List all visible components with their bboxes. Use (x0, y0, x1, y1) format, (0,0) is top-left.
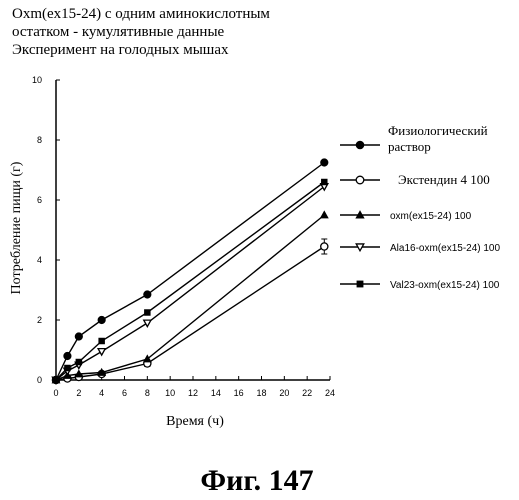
x-tick-label: 18 (256, 388, 266, 398)
data-point (64, 352, 71, 359)
legend-label: oxm(ex15-24) 100 (390, 211, 472, 222)
data-point (53, 377, 59, 383)
series-2 (52, 211, 327, 382)
data-point (76, 359, 82, 365)
y-axis-label: Потребление пищи (г) (9, 161, 24, 294)
legend-marker (356, 141, 364, 149)
data-point (321, 211, 328, 217)
data-point (98, 338, 104, 344)
y-tick-label: 4 (37, 255, 42, 265)
legend-label: Экстендин 4 100 (398, 172, 490, 187)
y-tick-label: 2 (37, 315, 42, 325)
x-tick-label: 4 (99, 388, 104, 398)
y-tick-label: 6 (37, 195, 42, 205)
legend-label: Физиологическийраствор (388, 123, 488, 154)
x-tick-label: 14 (211, 388, 221, 398)
series-1 (52, 239, 327, 384)
legend-marker (356, 176, 364, 184)
x-tick-label: 20 (279, 388, 289, 398)
y-tick-label: 8 (37, 135, 42, 145)
title-line-3: Эксперимент на голодных мышах (12, 42, 229, 58)
series-line (56, 247, 324, 381)
data-point (321, 243, 328, 250)
legend-entry-2: oxm(ex15-24) 100 (340, 211, 472, 222)
series-layer (52, 159, 327, 384)
series-line (56, 187, 324, 381)
legend-entry-0: Физиологическийраствор (340, 123, 488, 154)
series-line (56, 163, 324, 381)
data-point (144, 309, 150, 315)
y-tick-label: 0 (37, 375, 42, 385)
legend-entry-4: Val23-oxm(ex15-24) 100 (340, 280, 500, 291)
x-axis-label: Время (ч) (166, 414, 224, 429)
x-tick-label: 8 (145, 388, 150, 398)
series-line (56, 182, 324, 380)
x-tick-label: 6 (122, 388, 127, 398)
title-line-1: Oxm(ex15-24) с одним аминокислотным (12, 6, 270, 22)
data-point (64, 365, 70, 371)
figure-caption: Фиг. 147 (200, 464, 313, 497)
data-point (321, 159, 328, 166)
x-tick-label: 16 (234, 388, 244, 398)
x-tick-label: 2 (76, 388, 81, 398)
title-line-2: остатком - кумулятивные данные (12, 24, 225, 40)
y-tick-label: 10 (32, 75, 42, 85)
legend-entry-1: Экстендин 4 100 (340, 172, 490, 187)
legend-label: Ala16-oxm(ex15-24) 100 (390, 243, 500, 254)
series-3 (52, 184, 327, 384)
series-4 (53, 179, 328, 383)
chart-title: Oxm(ex15-24) с одним аминокислотным оста… (12, 6, 270, 58)
data-point (75, 333, 82, 340)
data-point (144, 291, 151, 298)
x-tick-label: 24 (325, 388, 335, 398)
data-point (98, 349, 105, 355)
x-tick-label: 12 (188, 388, 198, 398)
legend-label: Val23-oxm(ex15-24) 100 (390, 280, 500, 291)
x-tick-label: 22 (302, 388, 312, 398)
data-point (144, 320, 151, 326)
data-point (98, 316, 105, 323)
data-point (321, 179, 327, 185)
legend-marker (357, 281, 364, 288)
x-tick-label: 0 (53, 388, 58, 398)
legend-entry-3: Ala16-oxm(ex15-24) 100 (340, 243, 500, 254)
x-tick-label: 10 (165, 388, 175, 398)
axes (56, 80, 330, 380)
legend: Физиологическийраствор Экстендин 4 100 oxm… (340, 123, 500, 291)
